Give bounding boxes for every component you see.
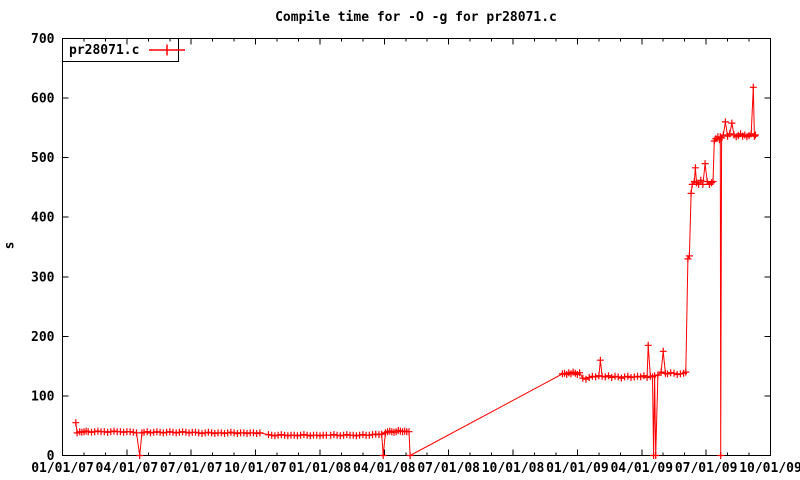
- x-axis-tick-label: 01/01/09: [546, 461, 609, 476]
- legend-series-label: pr28071.c: [69, 42, 140, 58]
- x-axis-tick-label: 04/01/09: [610, 461, 673, 476]
- x-axis-tick-label: 10/01/07: [224, 461, 287, 476]
- y-axis-tick-label: 300: [31, 270, 55, 285]
- x-axis-tick-label: 04/01/07: [96, 461, 159, 476]
- x-axis-tick-label: 07/01/07: [160, 461, 223, 476]
- x-axis-tick-label: 10/01/09: [739, 461, 800, 476]
- y-axis-tick-label: 500: [31, 151, 55, 166]
- y-axis-tick-label: 600: [31, 92, 55, 107]
- x-axis-tick-label: 07/01/09: [675, 461, 738, 476]
- x-axis-tick-label: 07/01/08: [417, 461, 480, 476]
- y-axis-tick-label: 700: [31, 32, 55, 47]
- y-axis-tick-label: 0: [47, 449, 55, 464]
- y-axis-tick-label: 100: [31, 389, 55, 404]
- axis-ticks: [62, 38, 771, 456]
- y-axis-label: s: [2, 241, 18, 250]
- series-line: [75, 87, 756, 457]
- series-markers: [72, 83, 759, 459]
- x-axis-tick-label: 01/01/08: [289, 461, 352, 476]
- legend-line-sample-icon: [149, 44, 186, 56]
- y-axis-tick-label: 400: [31, 211, 55, 226]
- x-axis-tick-label: 01/01/07: [31, 461, 94, 476]
- y-axis-tick-label: 200: [31, 330, 55, 345]
- x-axis-tick-label: 04/01/08: [353, 461, 416, 476]
- legend: pr28071.c: [62, 38, 186, 62]
- x-axis-tick-label: 10/01/08: [482, 461, 545, 476]
- chart-title: Compile time for -O -g for pr28071.c: [275, 10, 557, 25]
- plot-border: [62, 38, 771, 456]
